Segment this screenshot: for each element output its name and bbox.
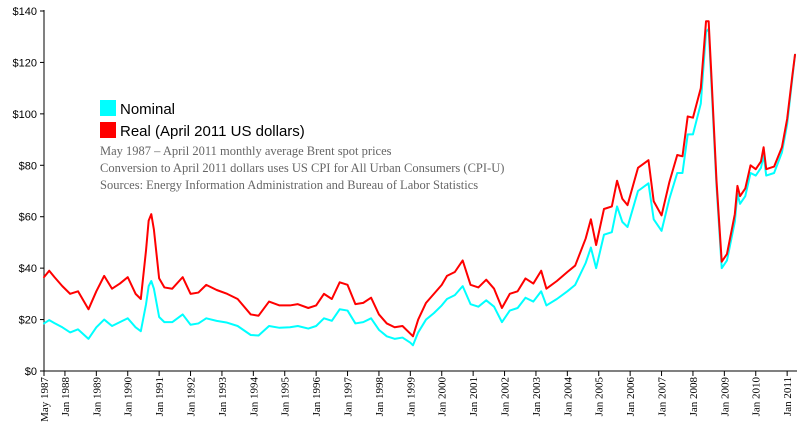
x-tick-label: Jan 1988 <box>60 377 72 417</box>
legend-swatch-nominal <box>100 100 116 116</box>
chart-notes: May 1987 – April 2011 monthly average Br… <box>100 144 504 192</box>
series-line-real <box>43 20 796 338</box>
x-tick-label: Jan 1996 <box>311 377 323 417</box>
x-tick-label: Jan 1998 <box>374 377 386 417</box>
x-tick-label: Jan 2009 <box>719 377 731 417</box>
x-tick-label: Jan 1990 <box>123 377 135 417</box>
x-tick-label: Jan 2000 <box>437 377 449 417</box>
series-layer <box>43 20 796 347</box>
x-tick-label: Jan 2011 <box>782 377 794 416</box>
note-cpi-conversion: Conversion to April 2011 dollars uses US… <box>100 161 504 175</box>
x-tick-label: Jan 2010 <box>751 377 763 417</box>
y-tick-label: $20 <box>19 315 37 327</box>
x-tick-label: Jan 2001 <box>468 377 480 416</box>
x-ticks: May 1987 Jan 1988 Jan 1989 Jan 1990 Jan 1991… <box>39 371 794 422</box>
x-tick-label: Jan 2004 <box>562 377 574 417</box>
x-tick-label: Jan 2002 <box>500 377 512 416</box>
x-tick-label: Jan 1999 <box>405 377 417 417</box>
note-sources: Sources: Energy Information Administrati… <box>100 178 478 192</box>
note-date-range: May 1987 – April 2011 monthly average Br… <box>100 144 392 158</box>
x-tick-label: Jan 1991 <box>154 377 166 416</box>
axes <box>43 10 797 372</box>
x-tick-label: Jan 1989 <box>91 377 103 417</box>
x-tick-label: Jan 2006 <box>625 377 637 417</box>
x-tick-label: Jan 1992 <box>186 377 198 416</box>
legend: Nominal Real (April 2011 US dollars) <box>100 100 305 140</box>
y-tick-label: $120 <box>13 57 37 69</box>
y-tick-label: $100 <box>13 109 37 121</box>
y-tick-label: $60 <box>19 212 37 224</box>
legend-label-real: Real (April 2011 US dollars) <box>120 123 305 140</box>
x-tick-label: Jan 2008 <box>688 377 700 417</box>
y-tick-label: $0 <box>25 366 37 378</box>
x-tick-label: Jan 2005 <box>594 377 606 417</box>
legend-swatch-real <box>100 122 116 138</box>
y-tick-label: $140 <box>13 6 37 18</box>
y-ticks: $0 $20 $40 $60 $80 $100 $120 $140 <box>13 6 44 378</box>
legend-label-nominal: Nominal <box>120 101 175 118</box>
y-tick-label: $40 <box>19 263 37 275</box>
x-tick-label: Jan 1997 <box>343 377 355 417</box>
x-tick-label: Jan 1993 <box>217 377 229 417</box>
x-tick-label: Jan 1994 <box>248 377 260 417</box>
x-tick-label: Jan 2007 <box>657 377 669 417</box>
x-tick-label: Jan 1995 <box>280 377 292 417</box>
x-tick-label: May 1987 <box>39 377 51 422</box>
y-tick-label: $80 <box>19 160 37 172</box>
x-tick-label: Jan 2003 <box>531 377 543 417</box>
